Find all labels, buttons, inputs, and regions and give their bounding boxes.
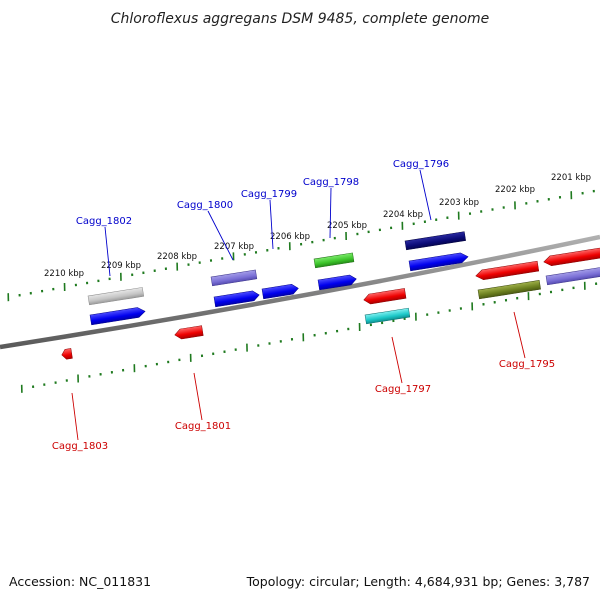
gene-feature-cagg-1798[interactable] [317,274,357,291]
reverse-features [61,246,600,360]
gene-feature-cagg-1795[interactable] [477,280,541,300]
gene-label-cagg-1798[interactable]: Cagg_1798 [303,177,359,188]
map-title: Chloroflexus aggregans DSM 9485, complet… [111,11,490,27]
kbp-label-2209: 2209 kbp [101,261,141,271]
gene-feature-green[interactable] [313,252,355,269]
kbp-label-2201: 2201 kbp [551,173,591,183]
leader-line-cagg-1802 [104,226,111,277]
gene-feature-cagg-1801[interactable] [174,325,204,340]
gene-feature-red-1[interactable] [363,288,407,305]
gene-label-cagg-1801[interactable]: Cagg_1801 [175,421,231,432]
leader-line-cagg-1795 [513,311,526,359]
label-leader-lines [71,169,526,441]
leader-line-cagg-1796 [419,169,432,221]
gene-feature-cagg-1797[interactable] [364,307,411,325]
forward-scale-ruler [7,189,595,302]
accession-label: Accession: NC_011831 [9,574,151,589]
gene-label-cagg-1799[interactable]: Cagg_1799 [241,189,297,200]
leader-line-cagg-1798 [329,187,332,239]
gene-feature-lavender-1[interactable] [210,269,258,287]
genome-backbone [0,234,600,350]
gene-feature-cagg-1799[interactable] [261,283,299,300]
gene-labels: Cagg_1802 Cagg_1800 Cagg_1799 Cagg_1798 … [52,159,555,452]
leader-line-cagg-1801 [193,372,203,421]
gene-feature-cagg-1802[interactable] [89,306,146,326]
gene-feature-red-3[interactable] [543,246,600,267]
reverse-scale-ruler [20,281,598,393]
gene-label-cagg-1797[interactable]: Cagg_1797 [375,384,431,395]
leader-line-cagg-1800 [207,210,234,261]
gene-label-cagg-1796[interactable]: Cagg_1796 [393,159,449,170]
gene-feature-cagg-1800[interactable] [213,290,260,308]
kbp-label-2202: 2202 kbp [495,185,535,195]
leader-line-cagg-1799 [269,199,274,250]
kbp-label-2206: 2206 kbp [270,232,310,242]
leader-line-cagg-1803 [71,392,79,441]
kbp-label-2205: 2205 kbp [327,221,367,231]
gene-feature-red-2[interactable] [475,260,540,281]
kbp-label-2210: 2210 kbp [44,269,84,279]
kbp-label-2208: 2208 kbp [157,252,197,262]
gene-label-cagg-1803[interactable]: Cagg_1803 [52,441,108,452]
gene-feature-cagg-1803[interactable] [61,348,73,360]
forward-features [87,231,600,326]
kbp-label-2207: 2207 kbp [214,242,254,252]
gene-feature-cagg-1796[interactable] [408,252,469,272]
leader-line-cagg-1797 [391,336,403,384]
kbp-labels: 2210 kbp 2209 kbp 2208 kbp 2207 kbp 2206… [44,173,591,279]
gene-feature-lavender-2[interactable] [545,266,600,286]
gene-label-cagg-1795[interactable]: Cagg_1795 [499,359,555,370]
gene-label-cagg-1800[interactable]: Cagg_1800 [177,200,233,211]
kbp-label-2203: 2203 kbp [439,198,479,208]
genome-stats-label: Topology: circular; Length: 4,684,931 bp… [246,574,590,589]
gene-feature-gray[interactable] [87,287,145,306]
kbp-label-2204: 2204 kbp [383,210,423,220]
gene-feature-navy[interactable] [404,231,466,251]
gene-label-cagg-1802[interactable]: Cagg_1802 [76,216,132,227]
